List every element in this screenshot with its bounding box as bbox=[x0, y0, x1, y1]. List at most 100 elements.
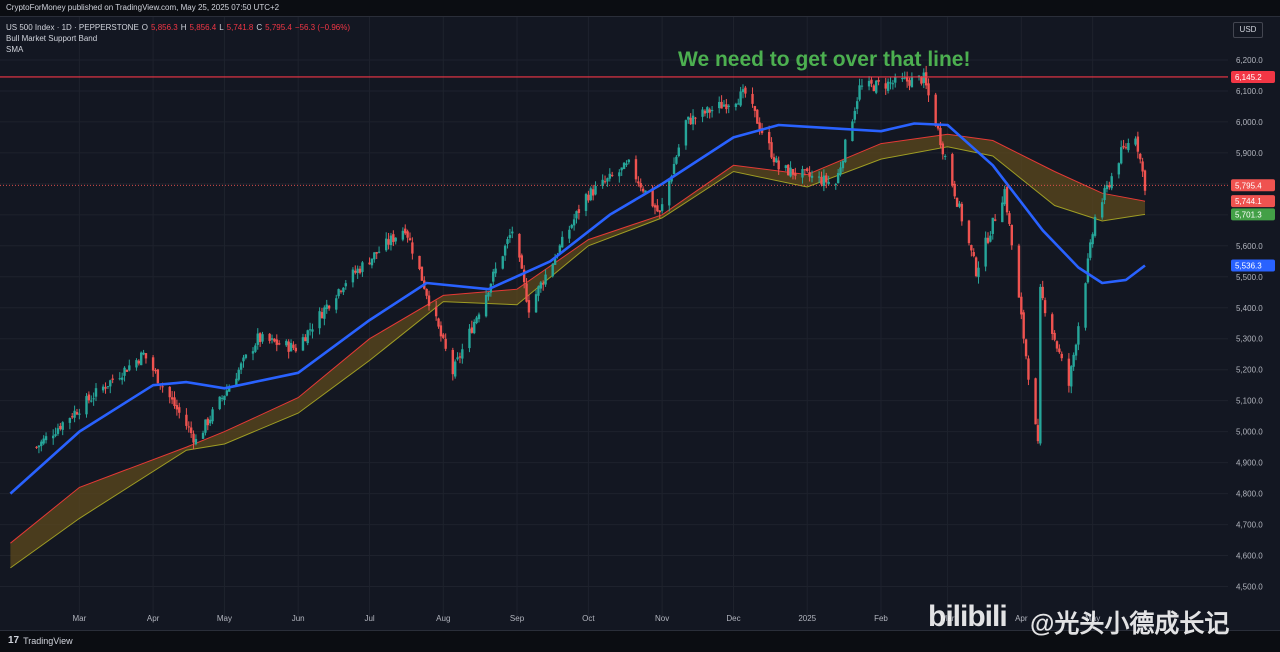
candle-body bbox=[168, 386, 171, 398]
candle-body bbox=[109, 380, 112, 387]
grid-lines bbox=[0, 17, 1228, 617]
low-key: L bbox=[219, 23, 224, 32]
candle-body bbox=[75, 412, 79, 415]
candle-body bbox=[123, 367, 126, 376]
candle-body bbox=[1136, 136, 1140, 152]
price-chart[interactable] bbox=[0, 17, 1228, 617]
price-axis[interactable]: 4,500.0 4,600.0 4,700.0 4,800.0 4,900.0 5,000… bbox=[1228, 17, 1280, 630]
candle-body bbox=[1070, 366, 1073, 387]
candle-body bbox=[889, 82, 892, 84]
y-tick-label: 4,800.0 bbox=[1236, 490, 1263, 499]
candle-body bbox=[318, 311, 321, 329]
candle-body bbox=[389, 235, 393, 246]
candle-body bbox=[201, 432, 205, 439]
candle-body bbox=[1141, 161, 1144, 172]
candle-body bbox=[94, 388, 98, 397]
low-value: 5,741.8 bbox=[226, 23, 254, 32]
candle-body bbox=[408, 238, 412, 241]
candle-body bbox=[461, 349, 464, 359]
currency-button[interactable]: USD bbox=[1233, 22, 1263, 38]
chart-annotation[interactable]: We need to get over that line! bbox=[678, 48, 971, 71]
candle-body bbox=[541, 283, 545, 285]
candle-body bbox=[85, 396, 88, 415]
candlesticks bbox=[35, 65, 1147, 454]
candle-body bbox=[189, 427, 193, 434]
y-tick-label: 5,500.0 bbox=[1236, 273, 1263, 282]
candle-body bbox=[520, 255, 523, 269]
candle-body bbox=[473, 321, 476, 334]
candle-body bbox=[370, 258, 374, 266]
candle-body bbox=[511, 231, 514, 234]
candle-body bbox=[128, 365, 131, 371]
candle-body bbox=[208, 419, 212, 424]
candle-body bbox=[810, 175, 814, 178]
candle-body bbox=[1041, 286, 1044, 299]
x-tick-label: Sep bbox=[510, 614, 525, 623]
tradingview-logo[interactable]: 17 TradingView bbox=[8, 635, 73, 646]
candle-body bbox=[251, 351, 255, 354]
candle-body bbox=[1077, 326, 1080, 345]
candle-body bbox=[610, 174, 614, 176]
candle-body bbox=[175, 405, 179, 410]
indicator-bull-band[interactable]: Bull Market Support Band bbox=[6, 33, 350, 44]
candle-body bbox=[254, 345, 257, 352]
candle-body bbox=[508, 235, 512, 238]
candle-body bbox=[1005, 187, 1009, 213]
candle-body bbox=[192, 433, 195, 443]
band-lower-line bbox=[10, 146, 1146, 569]
x-tick-label: Jun bbox=[292, 614, 305, 623]
candle-body bbox=[967, 220, 971, 244]
candle-body bbox=[351, 269, 355, 283]
price-label-band_upper bbox=[1231, 195, 1275, 208]
candle-body bbox=[458, 356, 462, 358]
candle-body bbox=[1051, 314, 1054, 334]
candle-body bbox=[258, 333, 262, 343]
candle-body bbox=[534, 294, 538, 313]
symbol-name[interactable]: US 500 Index · 1D · PEPPERSTONE bbox=[6, 23, 139, 32]
candle-body bbox=[884, 83, 887, 89]
candle-body bbox=[572, 219, 576, 226]
candle-body bbox=[527, 300, 531, 313]
published-info: CryptoForMoney published on TradingView.… bbox=[6, 3, 280, 12]
candle-body bbox=[206, 418, 210, 426]
candle-body bbox=[1093, 216, 1097, 236]
candle-body bbox=[606, 178, 609, 182]
candle-body bbox=[634, 159, 638, 180]
candle-body bbox=[356, 268, 359, 274]
candle-body bbox=[725, 104, 728, 110]
candle-body bbox=[905, 76, 909, 82]
candle-body bbox=[553, 257, 557, 265]
candle-body bbox=[867, 80, 871, 87]
candle-body bbox=[90, 400, 93, 402]
time-axis[interactable]: Mar Apr May Jun Jul Aug Sep Oct Nov Dec 2025 Feb Mar… bbox=[0, 606, 1228, 630]
y-tick-label: 4,500.0 bbox=[1236, 583, 1263, 592]
candle-body bbox=[955, 197, 959, 207]
candle-body bbox=[1053, 332, 1056, 340]
x-tick-label: Jul bbox=[364, 614, 374, 623]
candle-body bbox=[691, 115, 695, 125]
watermark-text: @光头小德成长记 bbox=[1030, 610, 1230, 638]
candle-body bbox=[144, 353, 148, 359]
candle-body bbox=[475, 317, 478, 324]
y-tick-label: 4,700.0 bbox=[1236, 521, 1263, 530]
candle-body bbox=[720, 101, 723, 109]
candle-body bbox=[872, 85, 876, 92]
candle-body bbox=[672, 163, 676, 175]
candle-body bbox=[651, 188, 654, 207]
candle-body bbox=[1124, 147, 1128, 149]
candle-body bbox=[641, 188, 645, 192]
indicator-sma[interactable]: SMA bbox=[6, 44, 350, 55]
candle-body bbox=[78, 413, 81, 415]
candle-body bbox=[575, 211, 578, 219]
candle-body bbox=[327, 305, 331, 309]
candle-body bbox=[608, 173, 612, 179]
x-tick-label: May bbox=[217, 614, 232, 623]
price-label-text: 5,744.1 bbox=[1235, 197, 1262, 206]
candle-body bbox=[261, 334, 264, 342]
candle-body bbox=[594, 186, 597, 195]
bilibili-logo: bilibili bbox=[928, 600, 1008, 633]
candle-body bbox=[936, 124, 940, 129]
candle-body bbox=[337, 289, 340, 297]
candle-body bbox=[858, 85, 861, 100]
candle-body bbox=[394, 237, 397, 242]
